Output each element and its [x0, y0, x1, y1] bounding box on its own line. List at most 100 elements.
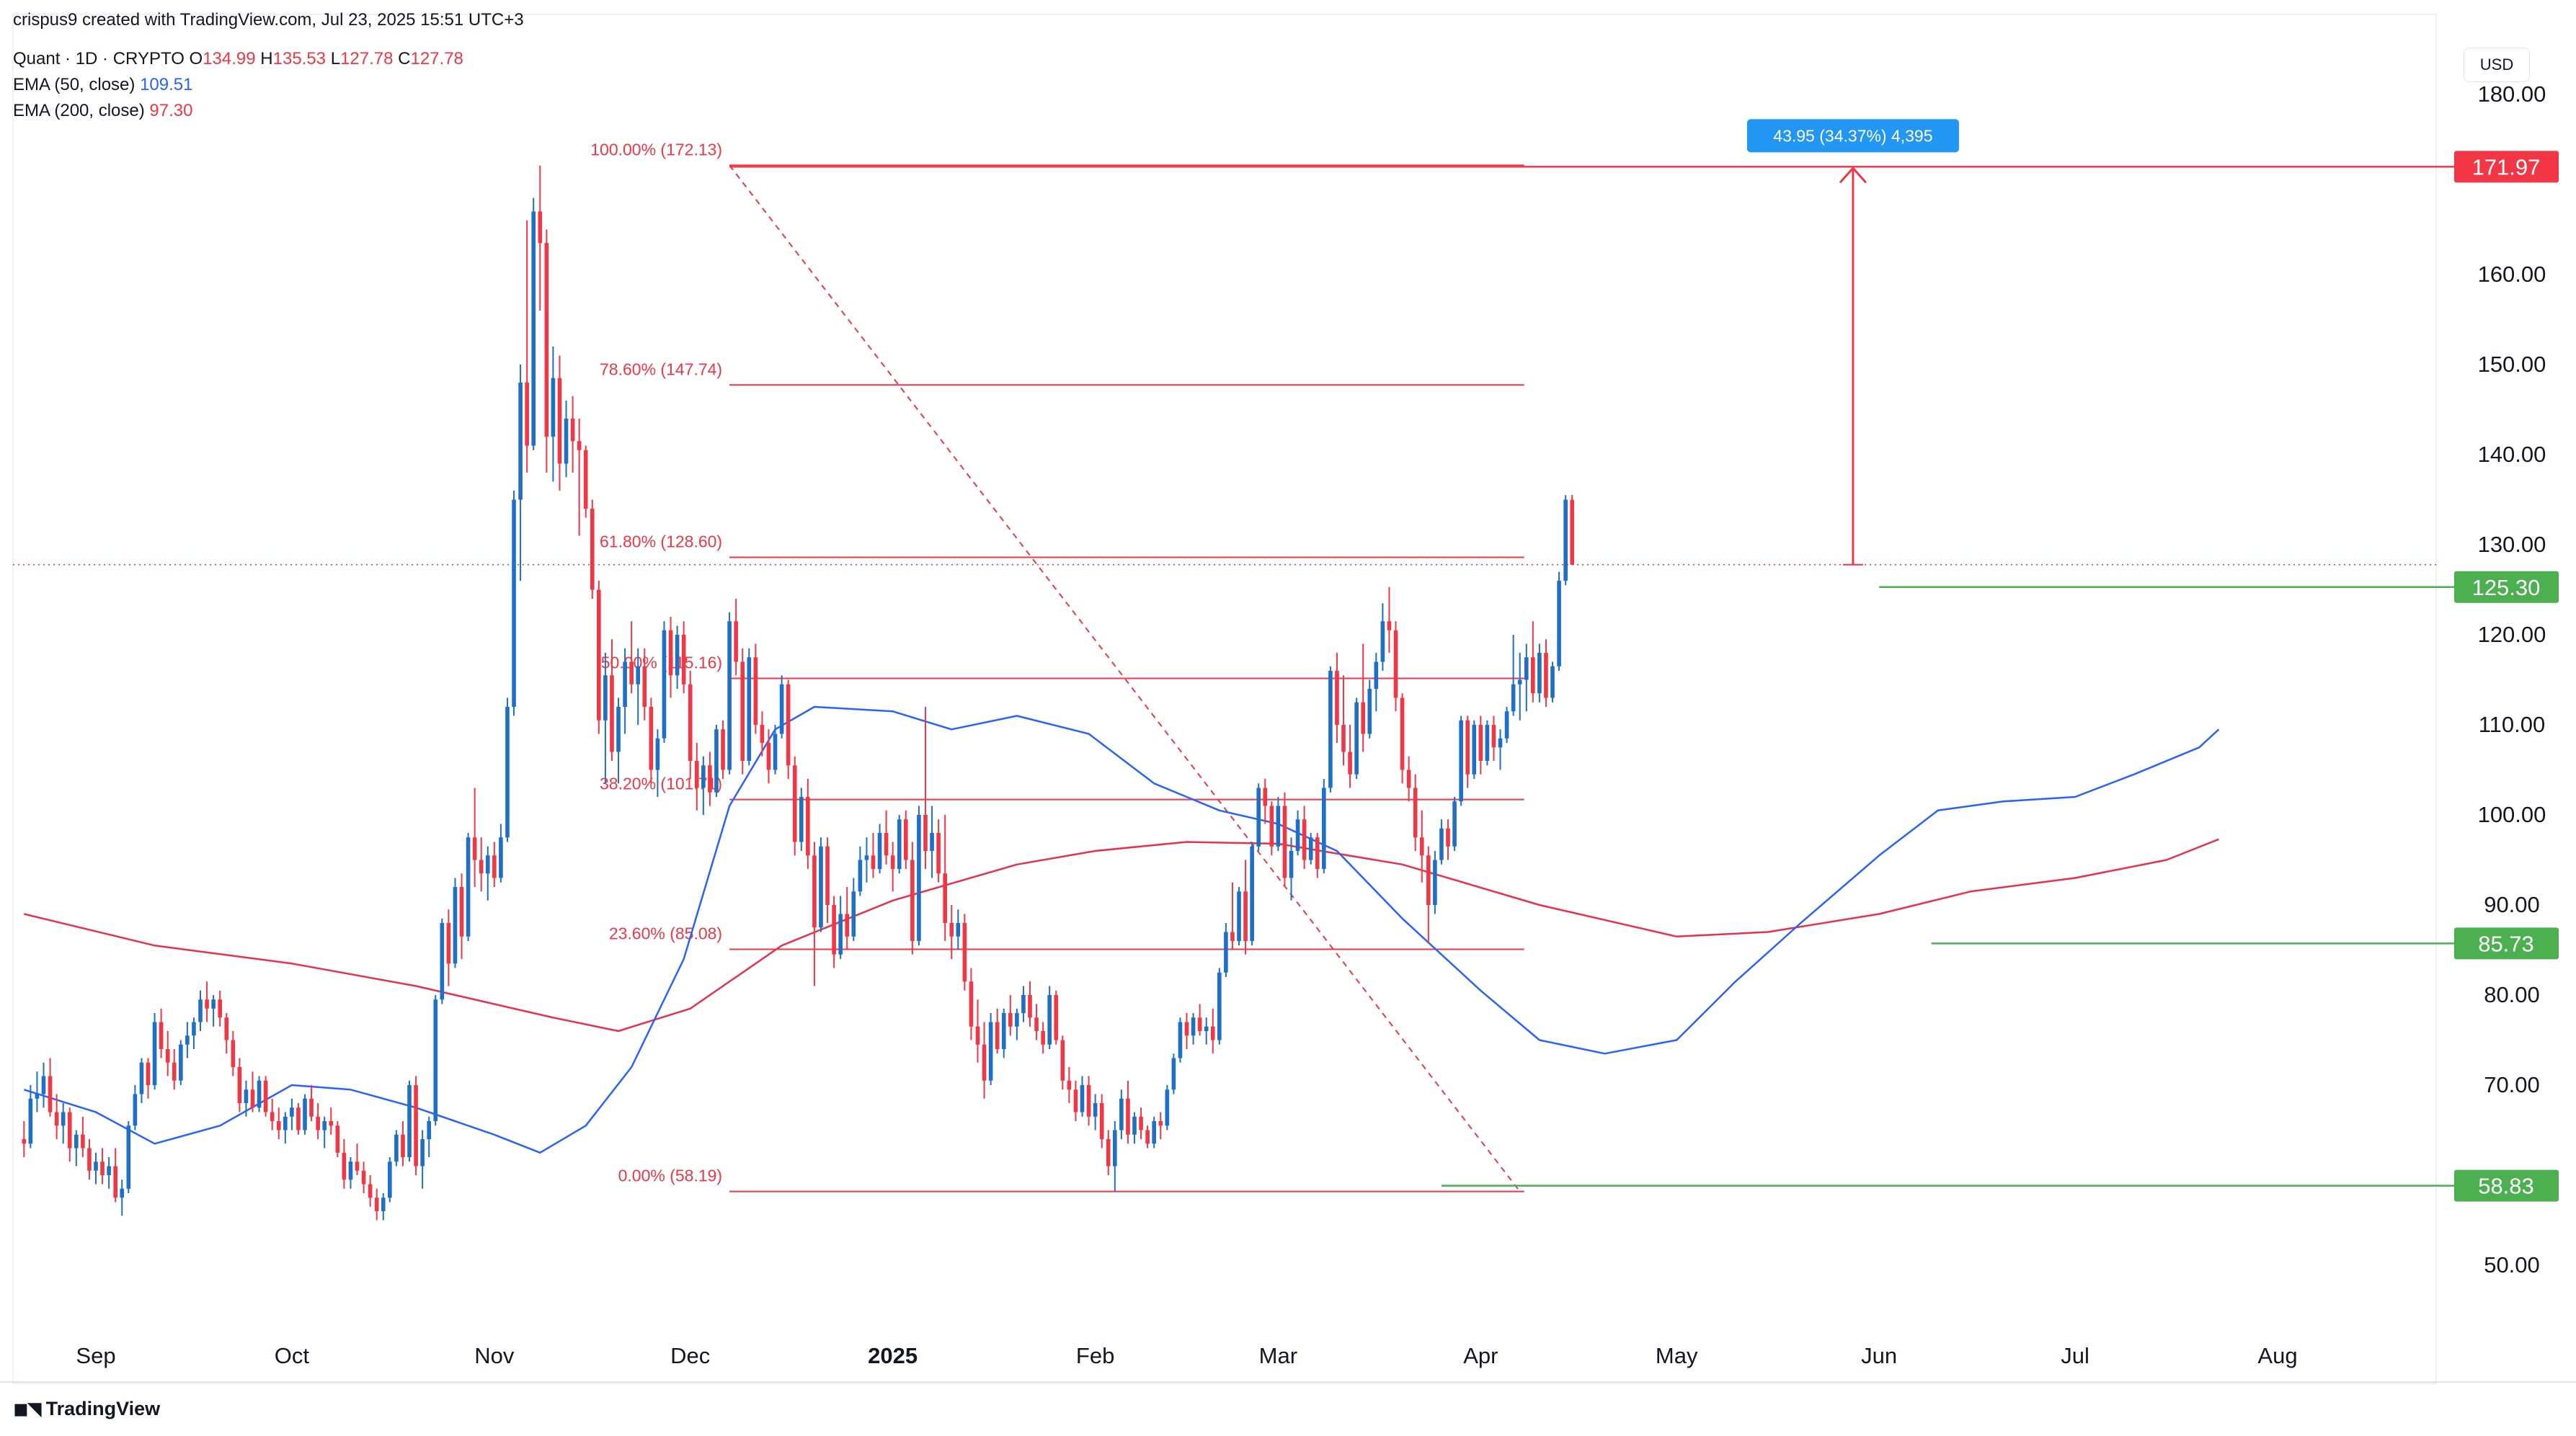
price-badge-label: 85.73 [2478, 931, 2534, 956]
candle-body [525, 383, 529, 446]
candle-body [1237, 891, 1241, 941]
price-badge [2454, 151, 2559, 183]
candle-body [1126, 1098, 1130, 1135]
candle-body [1354, 702, 1359, 775]
candle-body [1472, 725, 1477, 775]
candle-body [81, 1134, 85, 1149]
symbol-name[interactable]: Quant · 1D · CRYPTO [13, 49, 185, 68]
low-label: L [330, 49, 341, 68]
candle-body [283, 1116, 288, 1130]
candle-body [244, 1089, 249, 1103]
candle-body [551, 378, 556, 437]
candle-body [649, 707, 654, 770]
candle-body [819, 846, 823, 928]
x-tick-label: Nov [474, 1343, 515, 1368]
candle-body [792, 765, 797, 842]
ema50-value: 109.51 [140, 75, 193, 94]
candle-body [276, 1121, 281, 1130]
fib-level-label: 23.60% (85.08) [609, 924, 722, 943]
candle-body [1517, 679, 1522, 684]
candle-body [610, 675, 614, 752]
y-tick-label: 180.00 [2478, 81, 2546, 107]
candle-body [662, 630, 667, 739]
candle-body [1041, 1031, 1045, 1045]
candle-body [453, 887, 458, 964]
price-badge-label: 58.83 [2478, 1174, 2534, 1199]
chart-credit: crispus9 created with TradingView.com, J… [13, 10, 524, 30]
candle-body [1152, 1121, 1156, 1144]
currency-button[interactable]: USD [2464, 48, 2530, 82]
candle-body [825, 846, 830, 905]
measure-label: 43.95 (34.37%) 4,395 [1773, 126, 1932, 145]
candle-body [420, 1139, 425, 1167]
candle-body [303, 1098, 307, 1130]
tradingview-brand[interactable]: ◼◥ TradingView [13, 1398, 160, 1420]
candle-body [237, 1067, 242, 1103]
ema200-legend[interactable]: EMA (200, close) 97.30 [13, 101, 192, 121]
candle-body [544, 243, 549, 437]
candle-body [1544, 653, 1548, 698]
candle-body [133, 1094, 138, 1126]
candle-body [388, 1161, 392, 1198]
candle-body [1139, 1116, 1143, 1130]
candle-body [290, 1107, 294, 1117]
candle-body [1178, 1022, 1183, 1058]
candle-body [1165, 1089, 1170, 1126]
y-tick-label: 110.00 [2479, 712, 2546, 737]
candle-body [407, 1085, 412, 1157]
candle-body [309, 1098, 314, 1117]
symbol-legend: Quant · 1D · CRYPTO O134.99 H135.53 L127… [13, 49, 463, 69]
x-tick-label: 2025 [868, 1343, 918, 1368]
candle-body [499, 837, 503, 878]
candle-body [1243, 891, 1248, 941]
candle-body [224, 1017, 229, 1040]
tradingview-logo-icon: ◼◥ [13, 1398, 42, 1419]
candle-body [1054, 995, 1059, 1040]
x-tick-label: Feb [1076, 1343, 1114, 1368]
candle-body [165, 1049, 170, 1063]
candle-body [681, 635, 686, 684]
price-badge [2454, 927, 2559, 960]
candle-body [531, 211, 536, 446]
candle-body [890, 855, 895, 869]
y-tick-label: 130.00 [2478, 532, 2546, 557]
candle-body [655, 738, 660, 770]
candle-body [1413, 788, 1418, 838]
candle-body [688, 684, 693, 761]
candle-body [1210, 1026, 1215, 1040]
candle-body [263, 1080, 268, 1112]
x-tick-label: Oct [275, 1343, 310, 1368]
candle-body [727, 621, 732, 770]
candle-body [1224, 932, 1228, 973]
candle-body [943, 873, 947, 923]
y-tick-label: 120.00 [2478, 622, 2546, 647]
candle-body [192, 1022, 196, 1036]
candle-body [1047, 995, 1052, 1045]
ema50-legend[interactable]: EMA (50, close) 109.51 [13, 75, 192, 95]
candle-body [760, 725, 765, 743]
candle-body [1217, 972, 1222, 1040]
y-tick-label: 140.00 [2478, 442, 2546, 467]
candle-body [172, 1062, 177, 1081]
candle-body [897, 819, 902, 869]
candle-body [1478, 725, 1483, 761]
candle-body [61, 1112, 66, 1126]
candle-body [1328, 671, 1333, 788]
candle-body [440, 923, 445, 1000]
candle-body [1393, 630, 1398, 698]
candle-body [564, 419, 569, 464]
candle-body [1367, 689, 1372, 734]
candle-body [766, 743, 771, 770]
candle-body [988, 1022, 993, 1081]
open-label: O [189, 49, 203, 68]
price-badge-label: 171.97 [2472, 154, 2541, 179]
candle-body [1511, 684, 1516, 712]
candle-body [1361, 702, 1366, 734]
candle-body [107, 1166, 111, 1175]
candle-body [94, 1161, 98, 1171]
candle-body [1433, 860, 1437, 905]
fib-level-label: 0.00% (58.19) [618, 1167, 722, 1185]
candle-body [1406, 770, 1411, 788]
candle-body [1348, 752, 1352, 775]
